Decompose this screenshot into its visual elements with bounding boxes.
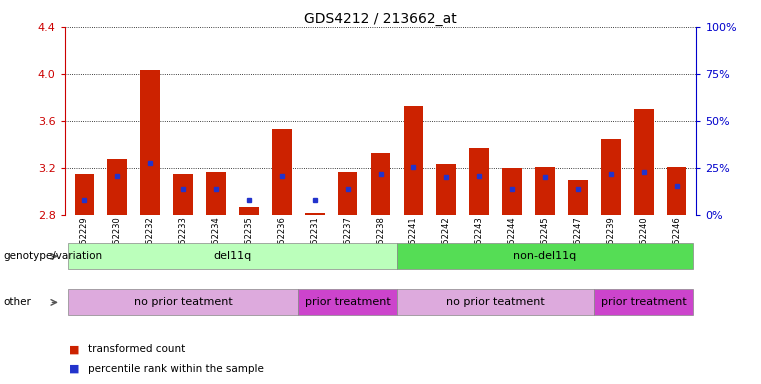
Bar <box>667 167 686 215</box>
Bar <box>305 213 325 215</box>
Bar <box>107 159 127 215</box>
Text: transformed count: transformed count <box>88 344 185 354</box>
Bar <box>502 168 522 215</box>
Bar <box>535 167 555 215</box>
Bar <box>206 172 226 215</box>
Text: ■: ■ <box>68 364 79 374</box>
Title: GDS4212 / 213662_at: GDS4212 / 213662_at <box>304 12 457 26</box>
Bar <box>470 148 489 215</box>
Bar <box>75 174 94 215</box>
Bar <box>298 290 397 315</box>
Text: genotype/variation: genotype/variation <box>4 251 103 262</box>
Bar <box>403 106 423 215</box>
Bar <box>594 290 693 315</box>
Bar <box>239 207 259 215</box>
Bar <box>68 290 298 315</box>
Bar <box>634 109 654 215</box>
Bar <box>397 243 693 269</box>
Text: no prior teatment: no prior teatment <box>134 297 233 308</box>
Text: non-del11q: non-del11q <box>514 251 577 262</box>
Bar <box>174 174 193 215</box>
Text: prior treatment: prior treatment <box>600 297 686 308</box>
Text: no prior teatment: no prior teatment <box>446 297 545 308</box>
Bar <box>601 139 621 215</box>
Bar <box>68 243 397 269</box>
Text: other: other <box>4 297 32 308</box>
Bar <box>272 129 291 215</box>
Bar <box>140 70 160 215</box>
Bar <box>371 153 390 215</box>
Text: prior treatment: prior treatment <box>304 297 390 308</box>
Text: del11q: del11q <box>213 251 252 262</box>
Bar <box>397 290 594 315</box>
Text: percentile rank within the sample: percentile rank within the sample <box>88 364 263 374</box>
Bar <box>338 172 358 215</box>
Bar <box>436 164 456 215</box>
Text: ■: ■ <box>68 344 79 354</box>
Bar <box>568 180 587 215</box>
